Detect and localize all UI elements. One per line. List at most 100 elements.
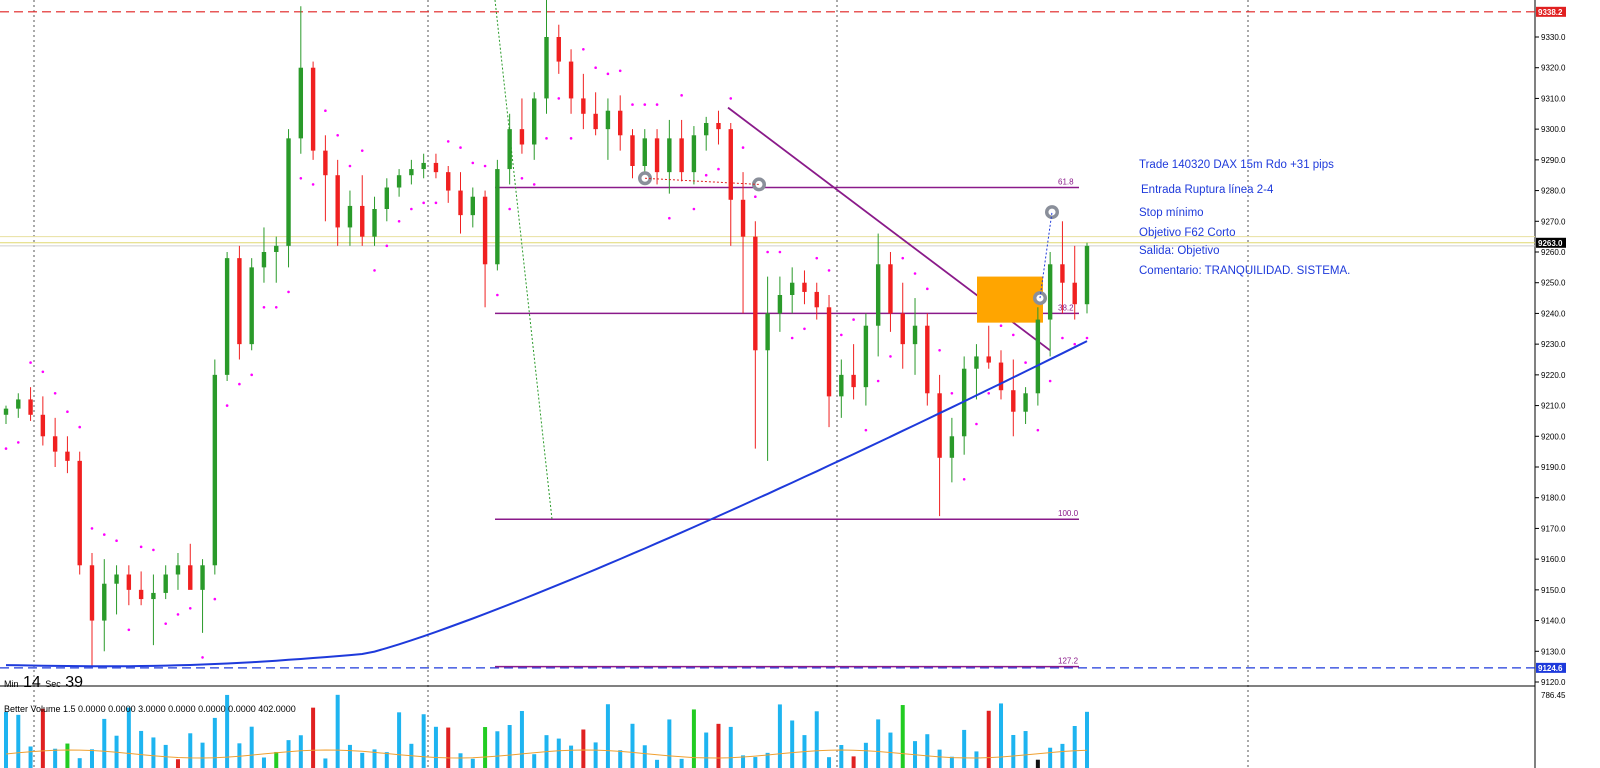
volume-bar	[1023, 731, 1028, 768]
psar-dot	[238, 382, 241, 386]
psar-dot	[66, 410, 69, 414]
candle	[28, 399, 33, 415]
psar-dot	[90, 527, 94, 530]
psar-dot	[274, 305, 278, 309]
volume-bar	[1048, 747, 1053, 768]
volume-indicator-label: Better Volume 1.5 0.0000 0.0000 3.0000 0…	[4, 704, 296, 714]
volume-bar	[1072, 726, 1077, 768]
volume-bar	[790, 720, 795, 768]
candle	[433, 162, 439, 173]
y-tick-label: 9200.0	[1541, 432, 1566, 441]
volume-bar	[225, 694, 230, 768]
candle	[544, 37, 549, 99]
price-tag	[1536, 6, 1566, 17]
psar-dot	[704, 173, 708, 177]
psar-dot	[889, 355, 892, 358]
psar-dot	[225, 404, 229, 407]
candle	[1060, 264, 1065, 283]
psar-dot	[766, 250, 769, 254]
psar-dot	[336, 133, 339, 137]
psar-dot	[176, 613, 180, 616]
volume-bar	[667, 719, 672, 768]
candle	[1011, 390, 1016, 412]
candle	[298, 67, 304, 139]
volume-bar	[753, 757, 758, 768]
volume-bar	[655, 759, 660, 768]
candle	[335, 175, 340, 228]
volume-bar	[384, 752, 389, 768]
psar-dot	[348, 164, 352, 168]
volume-bar	[949, 756, 954, 768]
psar-dot	[188, 606, 192, 610]
candle	[716, 123, 721, 130]
psar-dot	[557, 97, 561, 100]
psar-dot	[422, 201, 425, 205]
candle	[372, 209, 377, 237]
candle	[261, 252, 267, 268]
y-tick-label: 9300.0	[1541, 125, 1566, 134]
volume-bar	[974, 751, 979, 768]
candle	[138, 589, 144, 600]
psar-dot	[483, 164, 487, 168]
moving-average-line	[5, 340, 1088, 668]
psar-dot	[53, 391, 57, 395]
volume-bar	[581, 729, 586, 768]
y-tick-label: 9140.0	[1541, 617, 1566, 626]
candle	[679, 138, 684, 173]
candle	[998, 362, 1004, 391]
volume-bar	[446, 727, 451, 768]
psar-dot	[717, 167, 720, 171]
volume-bar	[77, 758, 82, 768]
y-tick-label: 9180.0	[1541, 494, 1566, 503]
psar-dot	[729, 97, 733, 100]
candle	[900, 313, 905, 345]
psar-dot	[778, 250, 782, 254]
psar-dot	[926, 287, 929, 291]
y-tick-label: 9260.0	[1541, 248, 1566, 257]
psar-dot	[446, 140, 450, 143]
psar-dot	[201, 656, 204, 659]
volume-bar	[16, 714, 21, 768]
candle	[323, 150, 328, 176]
volume-bar	[1035, 759, 1040, 768]
candle	[310, 67, 316, 151]
candle	[3, 408, 9, 415]
psar-dot	[213, 597, 217, 601]
fib-level-label: 61.8	[1058, 178, 1074, 187]
psar-dot	[668, 216, 671, 220]
psar-dot	[840, 333, 843, 337]
candle	[237, 258, 242, 345]
candle	[568, 61, 574, 99]
psar-dot	[582, 47, 585, 51]
volume-bar	[470, 758, 475, 768]
volume-bar	[569, 745, 574, 768]
trade-exit: Salida: Objetivo	[1139, 245, 1220, 257]
volume-bar	[1085, 711, 1089, 768]
candle	[863, 325, 869, 388]
candle	[89, 565, 95, 621]
volume-bar	[261, 757, 266, 768]
fib-level-label: 127.2	[1058, 657, 1079, 666]
candle	[458, 190, 463, 216]
volume-bar	[691, 709, 696, 768]
volume-bar	[741, 755, 746, 768]
psar-dot	[459, 146, 462, 149]
candle	[224, 258, 230, 375]
y-tick-label: 9250.0	[1541, 279, 1566, 288]
candle	[630, 135, 635, 166]
candle	[52, 436, 58, 452]
volume-bar	[556, 738, 561, 768]
volume-bar	[249, 726, 254, 768]
psar-dot	[1048, 379, 1052, 383]
candle	[937, 393, 942, 458]
psar-dot	[385, 244, 389, 248]
psar-dot	[1011, 333, 1015, 337]
psar-dot	[803, 327, 806, 331]
psar-dot	[262, 305, 266, 309]
psar-dot	[643, 103, 647, 106]
psar-dot	[545, 137, 548, 140]
y-tick-label: 9330.0	[1541, 33, 1566, 42]
y-tick-label: 9120.0	[1541, 678, 1566, 687]
volume-bar	[4, 712, 8, 768]
